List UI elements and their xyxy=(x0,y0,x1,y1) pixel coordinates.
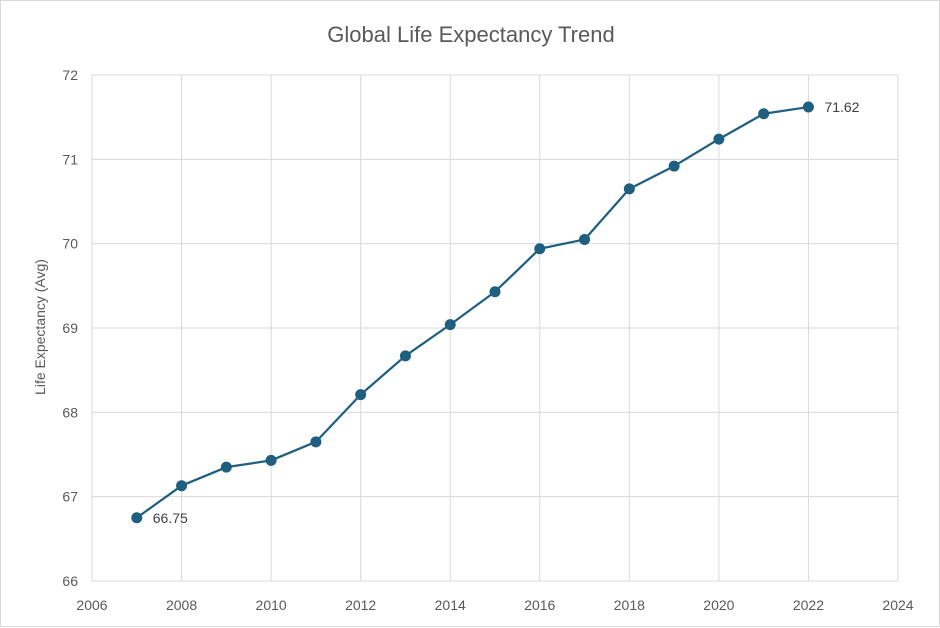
gridlines xyxy=(91,74,899,582)
data-point xyxy=(802,101,814,113)
data-point xyxy=(489,286,501,298)
data-point xyxy=(579,233,591,245)
x-tick-label: 2010 xyxy=(256,597,287,613)
tick-labels: 66 67 68 69 70 71 72 2006 2008 2010 2012 2014 2016 20… xyxy=(62,67,913,613)
data-point xyxy=(176,480,188,492)
y-tick-label: 70 xyxy=(62,236,78,252)
series-line xyxy=(136,105,809,519)
y-tick-label: 67 xyxy=(62,489,78,505)
y-tick-label: 71 xyxy=(62,151,78,167)
y-tick-label: 68 xyxy=(62,404,78,420)
data-point xyxy=(355,389,367,401)
x-tick-label: 2006 xyxy=(76,597,107,613)
y-axis-title: Life Expectancy (Avg) xyxy=(32,259,48,395)
x-tick-label: 2018 xyxy=(614,597,645,613)
data-point xyxy=(623,183,635,195)
data-point xyxy=(668,160,680,172)
y-tick-label: 66 xyxy=(62,573,78,589)
x-tick-label: 2020 xyxy=(703,597,734,613)
y-tick-label: 72 xyxy=(62,67,78,83)
data-point xyxy=(713,133,725,145)
data-point xyxy=(131,512,143,524)
y-tick-label: 69 xyxy=(62,320,78,336)
x-tick-label: 2014 xyxy=(435,597,466,613)
data-point xyxy=(220,461,232,473)
series-layer xyxy=(131,101,814,524)
x-tick-label: 2012 xyxy=(345,597,376,613)
data-point xyxy=(399,350,411,362)
x-tick-label: 2024 xyxy=(882,597,913,613)
data-point xyxy=(310,436,322,448)
data-point xyxy=(265,454,277,466)
data-label: 66.75 xyxy=(153,510,188,526)
data-label: 71.62 xyxy=(824,99,859,115)
x-tick-label: 2022 xyxy=(793,597,824,613)
data-point xyxy=(444,319,456,331)
x-tick-label: 2008 xyxy=(166,597,197,613)
chart-title: Global Life Expectancy Trend xyxy=(327,22,614,47)
data-labels: 66.75 71.62 xyxy=(153,99,860,526)
x-tick-label: 2016 xyxy=(524,597,555,613)
data-point xyxy=(534,243,546,255)
data-point xyxy=(758,108,770,120)
